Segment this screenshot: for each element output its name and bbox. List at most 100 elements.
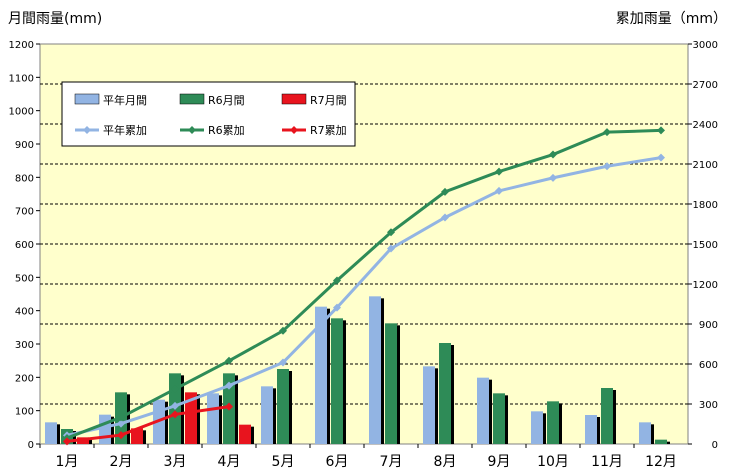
series-line xyxy=(66,128,662,440)
bar xyxy=(585,415,597,444)
series-point xyxy=(171,410,179,419)
series-point xyxy=(387,244,395,253)
line-group xyxy=(63,126,665,446)
series-point xyxy=(225,356,233,365)
legend-box xyxy=(61,81,356,147)
x-tick-label: 1月 xyxy=(56,454,79,470)
legend-label: R6累加 xyxy=(208,124,245,137)
series-point xyxy=(549,173,557,182)
legend-label: R7月間 xyxy=(310,94,347,107)
series-point xyxy=(333,303,341,312)
x-tick-label: 11月 xyxy=(591,454,623,470)
y-axis-left-title: 月間雨量(mm) xyxy=(8,11,103,27)
bar xyxy=(601,388,613,444)
y-tick-left-label: 700 xyxy=(15,207,34,218)
series-line xyxy=(66,405,230,443)
series-point xyxy=(117,419,125,428)
y-tick-right-label: 0 xyxy=(712,440,718,451)
series-point xyxy=(117,431,125,440)
series-point xyxy=(225,402,233,411)
x-tick-label: 8月 xyxy=(434,454,457,470)
series-point xyxy=(441,187,449,196)
x-tick-label: 4月 xyxy=(218,454,241,470)
bar xyxy=(207,393,219,444)
y-tick-right-label: 600 xyxy=(699,360,718,371)
bar xyxy=(239,424,251,444)
y-tick-left-label: 800 xyxy=(15,173,34,184)
y-tick-right-label: 2700 xyxy=(693,80,718,91)
y-ticks-right: 0 300 600 900 1200 1500 1800 2100 2400 2700 3000 xyxy=(688,40,718,451)
bar xyxy=(423,366,435,444)
bar xyxy=(45,422,57,444)
legend-bar-swatch xyxy=(281,93,307,105)
bar xyxy=(331,318,343,444)
series-point xyxy=(549,150,557,159)
series-point xyxy=(657,126,665,135)
y-tick-left-label: 0 xyxy=(28,440,34,451)
y-axis-right-title: 累加雨量（mm） xyxy=(615,11,727,27)
legend-line-marker xyxy=(188,126,196,134)
series-point xyxy=(603,128,611,137)
series-point xyxy=(441,213,449,222)
legend-label: R6月間 xyxy=(208,94,245,107)
y-tick-right-label: 300 xyxy=(699,400,718,411)
series-point xyxy=(63,437,71,446)
bar xyxy=(547,401,559,444)
y-tick-left-label: 300 xyxy=(15,340,34,351)
y-tick-left-label: 900 xyxy=(15,140,34,151)
bar xyxy=(439,343,451,444)
y-ticks-left: 0 100 200 300 400 500 600 700 800 900 1000 1100 1200 xyxy=(9,40,40,451)
legend-label: R7累加 xyxy=(310,124,347,137)
legend-line-marker xyxy=(83,126,91,134)
x-tick-label: 7月 xyxy=(380,454,403,470)
series-point xyxy=(225,381,233,390)
y-tick-left-label: 500 xyxy=(15,273,34,284)
x-tick-label: 9月 xyxy=(488,454,511,470)
bar xyxy=(369,296,381,444)
bar xyxy=(655,439,667,444)
series-point xyxy=(387,228,395,237)
y-tick-left-label: 1100 xyxy=(9,73,34,84)
x-tick-label: 5月 xyxy=(272,454,295,470)
legend-label: 平年累加 xyxy=(103,123,147,137)
x-tick-label: 10月 xyxy=(537,454,569,470)
bar xyxy=(277,369,289,444)
legend-line-marker xyxy=(290,126,298,134)
bar xyxy=(477,377,489,444)
x-tick-label: 12月 xyxy=(645,454,677,470)
bar xyxy=(131,428,143,444)
y-tick-right-label: 1800 xyxy=(693,200,718,211)
x-tick-label: 2月 xyxy=(110,454,133,470)
series-point xyxy=(495,167,503,176)
y-tick-right-label: 3000 xyxy=(693,40,718,51)
series-point xyxy=(333,276,341,285)
x-tick-label: 3月 xyxy=(164,454,187,470)
series-point xyxy=(117,413,125,422)
bar xyxy=(493,393,505,444)
y-tick-left-label: 400 xyxy=(15,307,34,318)
y-tick-right-label: 1200 xyxy=(693,280,718,291)
series-line xyxy=(66,156,662,437)
series-point xyxy=(171,385,179,394)
y-tick-left-label: 100 xyxy=(15,407,34,418)
x-tick-label: 6月 xyxy=(326,454,349,470)
y-tick-left-label: 1200 xyxy=(9,40,34,51)
y-tick-left-label: 600 xyxy=(15,240,34,251)
y-tick-right-label: 2100 xyxy=(693,160,718,171)
y-tick-right-label: 2400 xyxy=(693,120,718,131)
bar xyxy=(639,422,651,444)
bar xyxy=(531,411,543,444)
y-tick-right-label: 1500 xyxy=(693,240,718,251)
series-point xyxy=(495,186,503,195)
series-point xyxy=(603,162,611,171)
legend-label: 平年月間 xyxy=(103,93,147,107)
series-point xyxy=(171,401,179,410)
x-ticks: 1月 2月 3月 4月 5月 6月 7月 8月 9月 10月 11月 12月 xyxy=(39,444,677,470)
legend-bar-swatch xyxy=(179,93,205,105)
bar xyxy=(315,306,327,444)
legend-bar-swatch xyxy=(74,93,100,105)
y-tick-left-label: 200 xyxy=(15,373,34,384)
series-point xyxy=(279,326,287,335)
